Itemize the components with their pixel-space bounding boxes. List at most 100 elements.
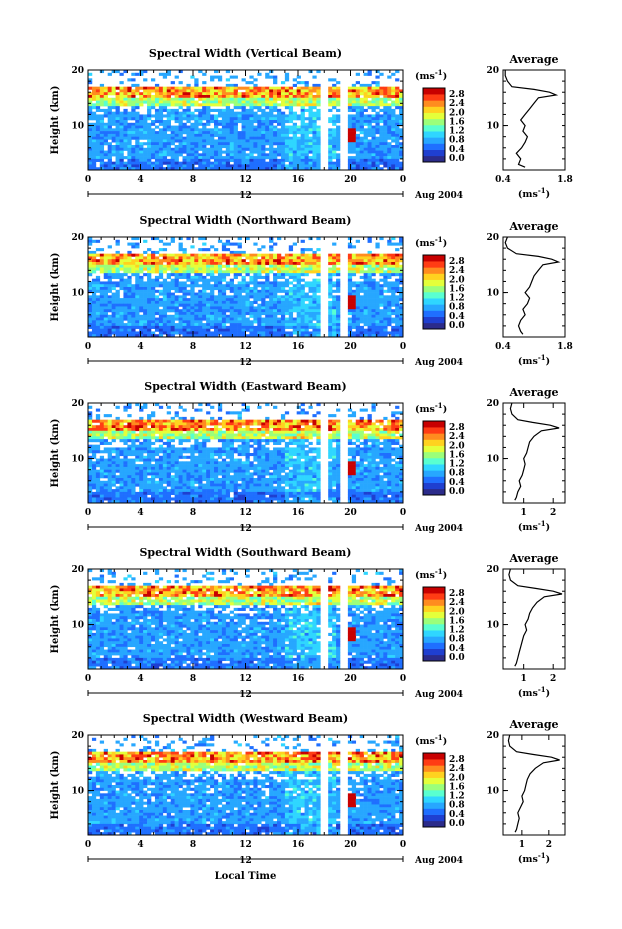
heatmap-cell — [253, 422, 258, 426]
heatmap-cell — [387, 419, 392, 423]
heatmap-cell — [371, 131, 376, 135]
heatmap-cell — [229, 284, 234, 288]
heatmap-cell — [127, 250, 132, 254]
heatmap-cell — [174, 128, 179, 132]
heatmap-cell — [170, 100, 175, 104]
heatmap-cell — [355, 145, 360, 149]
heatmap-cell — [158, 128, 164, 132]
heatmap-cell — [316, 303, 321, 307]
heatmap-cell — [288, 158, 294, 162]
heatmap-cell — [115, 131, 120, 135]
heatmap-cell — [99, 156, 105, 160]
heatmap-cell — [395, 270, 400, 274]
heatmap-cell — [198, 408, 203, 412]
heatmap-cell — [225, 153, 231, 157]
heatmap-cell — [178, 145, 183, 149]
heatmap-cell — [300, 150, 305, 154]
colorbar-swatch — [423, 292, 445, 299]
heatmap-cell — [269, 314, 274, 318]
heatmap-cell — [237, 273, 242, 277]
heatmap-cell — [143, 150, 148, 154]
heatmap-cell — [154, 284, 160, 288]
heatmap-cell — [202, 256, 207, 260]
heatmap-cell — [241, 111, 246, 115]
heatmap-cell — [359, 120, 364, 124]
heatmap-cell — [194, 167, 199, 171]
colorbar-tick-label: 1.2 — [449, 127, 465, 137]
heatmap-cell — [265, 156, 270, 160]
heatmap-cell — [359, 158, 364, 162]
heatmap-cell — [162, 242, 168, 246]
heatmap-cell — [103, 292, 108, 296]
heatmap-cell — [123, 325, 128, 329]
heatmap-cell — [257, 334, 262, 338]
heatmap-cell — [249, 309, 254, 313]
heatmap-cell — [139, 428, 144, 432]
heatmap-cell — [158, 108, 164, 112]
heatmap-cell — [127, 156, 132, 160]
heatmap-cell — [391, 253, 396, 257]
heatmap-cell — [99, 120, 105, 124]
heatmap-cell — [229, 111, 234, 115]
heatmap-cell — [225, 264, 231, 268]
heatmap-cell — [387, 262, 392, 266]
heatmap-cell — [107, 131, 112, 135]
heatmap-cell — [355, 92, 360, 96]
heatmap-cell — [135, 295, 140, 299]
heatmap-cell — [186, 161, 191, 165]
heatmap-cell — [143, 303, 148, 307]
heatmap-cell — [391, 150, 396, 154]
heatmap-cell — [249, 131, 254, 135]
heatmap-cell — [119, 92, 124, 96]
heatmap-cell — [257, 167, 262, 171]
heatmap-cell — [328, 273, 333, 277]
heatmap-cell — [158, 262, 164, 266]
heatmap-cell — [269, 128, 274, 132]
heatmap-cell — [367, 147, 372, 151]
heatmap-cell — [198, 158, 203, 162]
heatmap-cell — [347, 95, 353, 99]
heatmap-cell — [151, 303, 156, 307]
colorbar-swatch — [423, 155, 445, 163]
heatmap-cell — [221, 139, 227, 143]
heatmap-cell — [304, 103, 309, 107]
heatmap-cell — [174, 323, 179, 327]
heatmap-cell — [198, 92, 203, 96]
heatmap-cell — [131, 287, 136, 291]
heatmap-cell — [316, 270, 321, 274]
heatmap-cell — [99, 92, 105, 96]
heatmap-cell — [225, 262, 231, 266]
heatmap-cell — [284, 156, 290, 160]
heatmap-cell — [217, 306, 223, 310]
heatmap-cell — [198, 303, 203, 307]
heatmap-cell — [143, 142, 148, 146]
heatmap-cell — [158, 253, 164, 257]
heatmap-cell — [119, 120, 124, 124]
heatmap-cell — [355, 264, 360, 268]
heatmap-cell — [206, 264, 211, 268]
heatmap-cell — [253, 275, 258, 279]
heatmap-cell — [300, 139, 305, 143]
heatmap-cell — [312, 303, 317, 307]
heatmap-cell — [198, 292, 203, 296]
heatmap-cell — [253, 312, 258, 316]
heatmap-cell — [304, 108, 309, 112]
heatmap-cell — [151, 161, 156, 165]
heatmap-cell — [233, 86, 238, 90]
heatmap-cell — [91, 131, 97, 135]
heatmap-cell — [214, 153, 219, 157]
heatmap-cell — [174, 150, 179, 154]
heatmap-cell — [367, 287, 372, 291]
heatmap-cell — [127, 142, 132, 146]
heatmap-cell — [395, 136, 400, 140]
heatmap-cell — [233, 120, 238, 124]
heatmap-cell — [292, 273, 297, 277]
heatmap-cell — [194, 158, 199, 162]
heatmap-cell — [269, 300, 274, 304]
heatmap-cell — [143, 161, 148, 165]
heatmap-cell — [143, 95, 148, 99]
heatmap-cell — [351, 97, 357, 101]
heatmap-cell — [99, 309, 105, 313]
heatmap-cell — [170, 422, 175, 426]
heatmap-cell — [95, 120, 101, 124]
